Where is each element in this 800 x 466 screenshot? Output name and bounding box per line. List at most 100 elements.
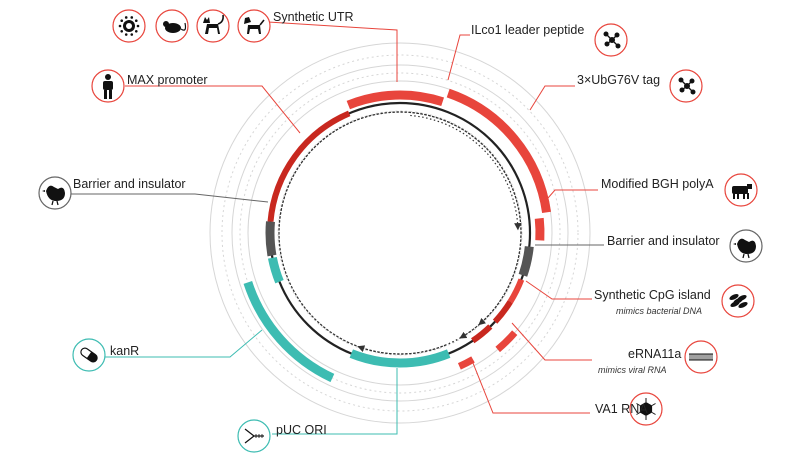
chicken-beak xyxy=(733,243,736,245)
virus-spike xyxy=(124,33,128,36)
mouse-icon xyxy=(155,9,189,43)
chicken-icon xyxy=(38,176,72,210)
virus-spike xyxy=(134,29,138,33)
segment-puc-ori xyxy=(349,349,451,368)
bacterium xyxy=(738,302,748,308)
dog-tail xyxy=(259,19,265,26)
mouse-head xyxy=(163,21,169,27)
molecule-atom xyxy=(689,78,695,84)
molecule-atom xyxy=(615,43,621,49)
leader-ubg76v xyxy=(529,85,575,111)
ring-0 xyxy=(209,42,591,424)
mouse-tail xyxy=(180,22,187,31)
human-torso xyxy=(103,81,113,90)
molecule-icon xyxy=(669,69,703,103)
cow-body xyxy=(732,186,748,194)
segment-va1 xyxy=(457,356,475,370)
virus-spike xyxy=(118,24,122,28)
virus-spike xyxy=(130,16,134,19)
molecule-atom xyxy=(678,77,684,83)
dog-head xyxy=(244,17,251,24)
label-puc-ori: pUC ORI xyxy=(276,423,327,437)
human-leg-left xyxy=(104,90,107,99)
label-ubg76v-tag: 3×UbG76V tag xyxy=(577,73,661,87)
cow-icon xyxy=(724,173,758,207)
label-barrier-left: Barrier and insulator xyxy=(73,177,186,191)
segment-kanr xyxy=(243,281,335,383)
chicken-leg xyxy=(742,253,745,259)
label-erna-subtitle: mimics viral RNA xyxy=(598,365,667,375)
molecule-atom xyxy=(603,31,609,37)
pill-half xyxy=(86,351,98,362)
cow-leg xyxy=(737,193,739,199)
chicken-leg xyxy=(747,253,750,259)
cow-leg xyxy=(733,193,735,199)
molecule-atom xyxy=(684,83,690,89)
virus-spike xyxy=(134,19,138,23)
molecule-atom xyxy=(679,87,685,93)
label-erna11a: eRNA11a xyxy=(628,347,682,361)
leader-kanr xyxy=(98,329,263,358)
bacteria-icon xyxy=(721,284,755,318)
human-icon xyxy=(91,69,125,103)
ring-4 xyxy=(247,80,553,386)
rna-icon xyxy=(684,340,718,374)
segment-barrier-right xyxy=(518,246,534,277)
chicken-leg xyxy=(56,200,59,206)
virus-spike xyxy=(120,29,124,33)
plasmid-segments xyxy=(243,88,552,383)
pill-icon xyxy=(72,338,106,372)
leader-max-promoter xyxy=(125,85,301,134)
ring-3 xyxy=(239,72,561,394)
segment-barrier-teal xyxy=(267,256,284,284)
chicken-beak xyxy=(42,190,45,192)
ring-5 xyxy=(277,110,523,356)
segment-synthetic-utr xyxy=(346,90,445,110)
human-head xyxy=(105,74,111,80)
cat-head xyxy=(203,17,210,23)
label-cpg-subtitle: mimics bacterial DNA xyxy=(616,306,703,316)
chicken-leg xyxy=(51,200,54,206)
virus-icon xyxy=(112,9,146,43)
segment-cpg-red xyxy=(507,278,525,304)
rna-icon-ring xyxy=(684,340,718,374)
bacterium xyxy=(729,294,739,300)
bacterium xyxy=(733,298,743,304)
chicken-body xyxy=(737,238,756,254)
segment-cpg-dark xyxy=(492,300,513,324)
capsid-spike xyxy=(636,412,641,415)
leader-va1 xyxy=(472,362,590,414)
mouse-body xyxy=(165,23,181,33)
label-ilco1-leader-peptide: ILco1 leader peptide xyxy=(471,23,585,37)
leader-cpg xyxy=(525,280,592,300)
label-synthetic-cpg-island: Synthetic CpG island xyxy=(594,288,711,302)
leader-synthetic-utr xyxy=(267,21,398,82)
label-kanr: kanR xyxy=(110,344,140,358)
leader-bgh-polya xyxy=(547,189,598,199)
cat-icon xyxy=(196,9,230,43)
ring-2 xyxy=(231,64,569,402)
human-leg-right xyxy=(109,90,112,99)
virus-spike xyxy=(124,16,128,19)
segment-barrier-left xyxy=(265,221,277,257)
molecule-atom xyxy=(614,32,620,38)
cow-leg xyxy=(747,193,749,199)
arrow-va1 xyxy=(278,111,522,355)
label-va1-rna: VA1 RNA xyxy=(595,402,648,416)
arrow-main-cds xyxy=(410,114,522,231)
cat-body xyxy=(205,24,220,34)
replication-fork-icon xyxy=(237,419,271,453)
segment-modified-bgh-polya xyxy=(534,217,545,241)
molecule-atom xyxy=(690,89,696,95)
ring-1 xyxy=(221,54,579,412)
label-barrier-right: Barrier and insulator xyxy=(607,234,720,248)
dog-body xyxy=(247,25,261,34)
cow-head xyxy=(747,184,752,189)
virus-core xyxy=(126,23,132,29)
icons-layer xyxy=(38,9,763,453)
arrow-erna xyxy=(278,111,522,355)
chicken-body xyxy=(46,185,65,201)
leader-barrier-left xyxy=(62,193,269,203)
label-max-promoter: MAX promoter xyxy=(127,73,208,87)
